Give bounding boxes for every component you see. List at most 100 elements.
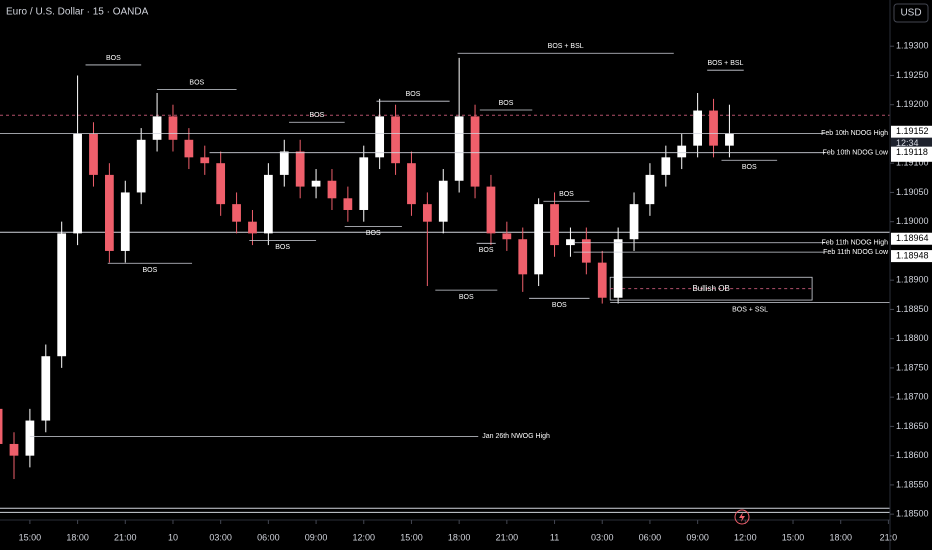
level-price: 1.18948 [896,250,929,260]
candle-body [725,133,734,146]
candle-body [279,151,289,175]
x-tick-label: 06:00 [257,532,280,542]
y-tick-label: 1.18700 [896,392,929,402]
candle-body [25,420,35,456]
level-label: Feb 11th NDOG High [822,240,889,247]
level-price-bg [891,250,932,263]
y-tick-label: 1.18600 [896,450,929,460]
event-icon[interactable] [734,509,750,525]
candle-body [105,174,114,251]
axes: 1.19300 1.19250 1.19200 1.19100 1.19050 1.190… [19,41,932,542]
candle-body [693,110,702,146]
candle-body [73,133,82,234]
annotation-label: BOS [106,55,121,62]
annotation-label: BOS [479,247,494,254]
candle-body [566,239,575,246]
candle-body [343,198,353,210]
countdown: 12:34 [896,138,919,148]
candle-body [136,139,146,193]
x-tick-label: 15:00 [19,532,42,542]
level-price-bg [891,146,932,159]
y-tick-label: 1.19250 [896,70,929,80]
y-tick-label: 1.18650 [896,421,929,431]
candle-body [502,233,512,240]
candle-body [629,204,639,240]
candle-body [168,116,178,140]
candle-body [184,139,194,158]
order-block-label: Bullish OB [692,284,729,293]
candle-body [152,116,162,140]
level-label: Feb 11th NDOG Low [823,249,889,256]
y-tick-label: 1.18750 [896,362,929,372]
x-tick-label: 10 [168,532,178,542]
annotation-label: BOS + BSL [707,60,743,67]
candle-body [391,116,400,164]
plot: Bullish OB BOS BOS BOS BOS BOS BOS + BSL BOS + … [0,43,890,513]
y-tick-label: 1.18500 [896,509,929,519]
x-tick-label: 21:00 [114,532,137,542]
annotation-label: BOS [143,267,158,274]
candle-body [438,180,448,222]
x-tick-label: 18:00 [829,532,852,542]
candle-body [518,239,528,275]
candle-body [645,174,655,205]
annotation-label: BOS [309,112,324,119]
x-tick-label: 03:00 [591,532,614,542]
candle-body [41,356,51,421]
symbol-title: Euro / U.S. Dollar · 15 · OANDA [6,7,149,18]
currency-button[interactable] [893,3,929,23]
candle-body [57,233,67,357]
x-tick-label: 15:00 [782,532,805,542]
annotation-label: BOS [275,244,290,251]
x-tick-label: 21:00 [496,532,519,542]
candle-body [454,116,464,181]
candle-body [232,204,241,222]
annotation-label: BOS [742,164,757,171]
candle-body [327,180,337,199]
candle-body [407,163,416,205]
annotation-label: BOS [366,230,381,237]
event-icon-bolt [739,512,745,522]
candle-body [359,157,369,210]
candle-body [263,174,273,234]
level-label: Feb 10th NDOG Low [823,150,889,157]
y-tick-label: 1.19050 [896,187,929,197]
candle-body [0,408,3,444]
last-price-bg [891,125,932,138]
annotation-label: BOS + SSL [732,306,768,313]
last-price: 1.19152 [896,126,929,136]
candle-body [248,221,257,234]
price-axis [890,0,932,550]
annotation-label: BOS [459,294,474,301]
y-tick-label: 1.19200 [896,99,929,109]
x-tick-label: 18:00 [66,532,89,542]
candle-body [422,204,432,222]
candle-body [486,186,496,234]
x-tick-label: 12:00 [352,532,375,542]
candle-body [375,116,385,158]
annotation-label: BOS [499,100,514,107]
candle-body [9,443,19,456]
x-tick-label: 18:00 [448,532,471,542]
x-tick-label: 21:0 [880,532,898,542]
level-price-bg [891,232,932,245]
candle-body [120,192,130,251]
annotation-label: BOS [189,79,204,86]
x-tick-label: 11 [550,532,559,542]
x-tick-label: 09:00 [305,532,328,542]
y-tick-label: 1.18900 [896,275,929,285]
x-tick-label: 15:00 [400,532,423,542]
candle-body [89,133,98,175]
annotation-label: BOS + BSL [548,43,584,50]
y-tick-label: 1.19300 [896,41,929,51]
currency[interactable]: USD [900,8,921,19]
candle-body [200,157,210,164]
annotation-label: Jan 26th NWOG High [482,433,550,440]
level-label: Feb 10th NDOG High [821,130,888,137]
y-tick-label: 1.18800 [896,333,929,343]
y-tick-label: 1.19100 [896,158,929,168]
y-tick-label: 1.19000 [896,216,929,226]
level-price: 1.18964 [896,233,929,243]
